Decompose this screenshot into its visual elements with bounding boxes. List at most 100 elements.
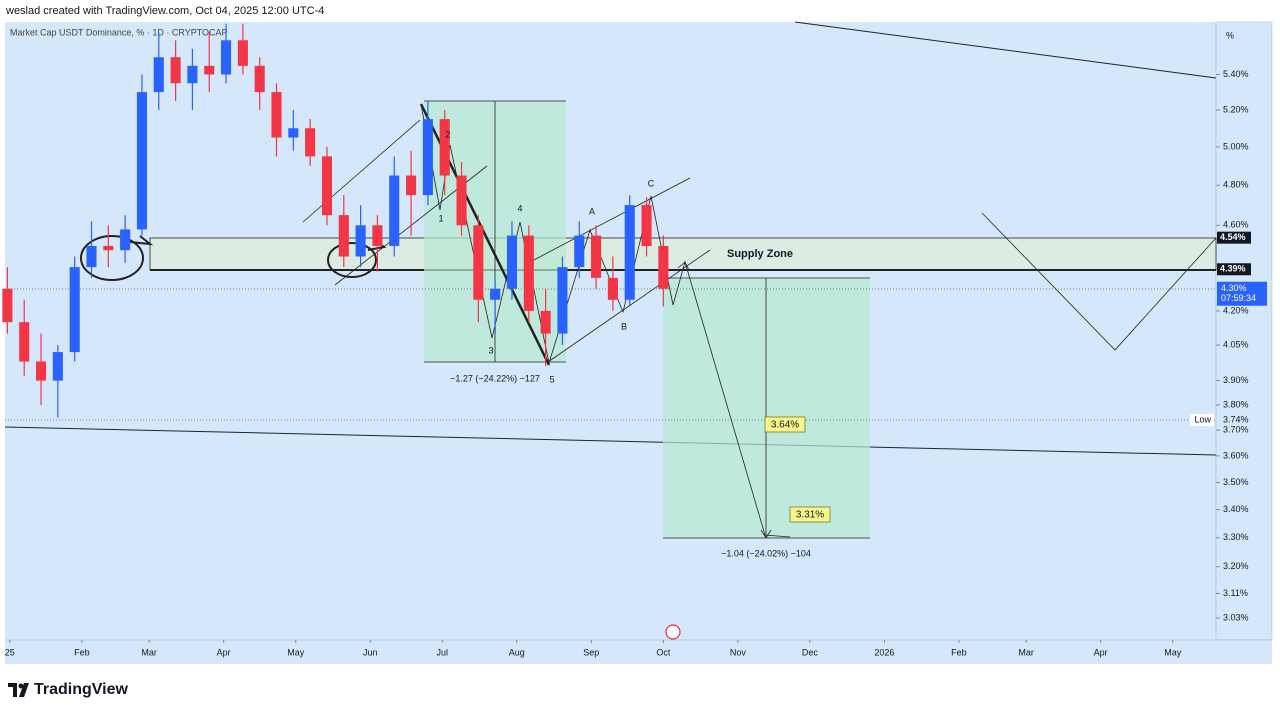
candle-body	[2, 288, 13, 323]
candle-body	[658, 245, 669, 289]
y-tick-label: 3.90%	[1223, 375, 1249, 385]
x-tick-label: Oct	[656, 647, 671, 657]
candle-body	[170, 57, 181, 84]
event-icon[interactable]	[665, 624, 681, 640]
candle-body	[204, 65, 215, 75]
wave-label: B	[621, 321, 627, 331]
candle-body	[607, 277, 618, 300]
circle-mark	[80, 235, 144, 281]
x-tick-label: Feb	[951, 647, 967, 657]
x-tick-label: Sep	[583, 647, 599, 657]
candle-body	[473, 225, 484, 300]
zone-label: Supply Zone	[727, 248, 793, 260]
candle-body	[540, 310, 551, 334]
candle-body	[19, 322, 30, 362]
wave-label: 2	[445, 129, 450, 139]
x-tick-label: Aug	[509, 647, 525, 657]
candle-body	[103, 245, 114, 251]
candles	[2, 23, 669, 418]
arrow-head	[677, 261, 690, 271]
trend-line	[4, 426, 1217, 456]
y-tick-label: 3.50%	[1223, 477, 1249, 487]
candle-body	[490, 288, 501, 300]
logo-mark	[8, 683, 29, 697]
countdown: 07:59:34	[1221, 293, 1256, 303]
y-tick-label: 4.20%	[1223, 305, 1249, 315]
channel-line	[547, 249, 711, 363]
low-name: Low	[1194, 414, 1211, 424]
wave-label: C	[648, 178, 655, 188]
y-tick-label: 4.60%	[1223, 220, 1249, 230]
range-label: −1.04 (−24.02%) −104	[721, 548, 811, 558]
x-tick-label: Apr	[1094, 647, 1108, 657]
trend-line	[794, 21, 1217, 79]
candle-body	[422, 119, 433, 196]
candle-body	[439, 119, 450, 176]
y-tick-label: 3.40%	[1223, 504, 1249, 514]
x-tick-label: Dec	[802, 647, 819, 657]
range-box	[663, 278, 870, 538]
current-price: 4.30%	[1221, 283, 1247, 293]
target-label: 3.64%	[771, 420, 799, 431]
y-tick-label: 5.00%	[1223, 141, 1249, 151]
candle-body	[624, 205, 635, 300]
candle-body	[35, 361, 47, 381]
range-label: −1.27 (−24.22%) −127	[450, 373, 540, 383]
wave-label: A	[589, 206, 595, 216]
y-tick-label: 3.20%	[1223, 561, 1249, 571]
candle-body	[338, 215, 349, 257]
candle-body	[288, 128, 299, 138]
price-label-box	[1217, 231, 1251, 244]
candle-body	[372, 225, 383, 246]
candle-body	[120, 229, 131, 251]
symbol: Market Cap USDT Dominance, % · 1D · CRYP…	[10, 27, 228, 37]
candle-body	[406, 175, 417, 196]
x-tick-label: Mar	[141, 647, 157, 657]
y-tick-label: 3.03%	[1223, 612, 1249, 622]
target-box	[764, 416, 806, 433]
x-tick-label: Jul	[437, 647, 449, 657]
x-tick-label: Mar	[1018, 647, 1034, 657]
candle-body	[591, 235, 602, 278]
y-tick-label: 3.30%	[1223, 532, 1249, 542]
candle-body	[641, 205, 652, 246]
candle-body	[305, 128, 316, 157]
brand: TradingView	[34, 681, 129, 698]
target-label: 3.31%	[796, 510, 824, 521]
candle-body	[557, 267, 568, 334]
candle-body	[254, 65, 265, 93]
brand-logo	[8, 683, 29, 697]
candle-body	[271, 92, 282, 138]
plot-area	[5, 22, 1216, 640]
x-tick-label: Jun	[363, 647, 378, 657]
y-tick-label: 4.80%	[1223, 180, 1249, 190]
price-axis	[1215, 21, 1273, 641]
x-tick-label: 2026	[874, 647, 894, 657]
price-label: 4.54%	[1220, 232, 1246, 242]
wave-label: 3	[488, 345, 493, 355]
arrow-mark	[129, 235, 154, 246]
price-label-box	[1217, 263, 1251, 276]
wave-label: 5	[549, 374, 554, 384]
low-label: 3.74%	[1223, 414, 1249, 424]
circle-mark	[327, 242, 377, 278]
y-tick-label: 3.70%	[1223, 424, 1249, 434]
x-tick-label: Nov	[730, 647, 747, 657]
candle-body	[574, 235, 585, 268]
x-tick-label: Apr	[217, 647, 231, 657]
current-price-box	[1217, 281, 1267, 306]
candle-body	[237, 40, 248, 66]
x-tick-label: May	[287, 647, 305, 657]
channel-line	[529, 177, 691, 263]
candle-body	[506, 235, 518, 289]
unit: %	[1226, 30, 1234, 40]
candle-body	[136, 92, 148, 230]
x-tick-label: Feb	[74, 647, 90, 657]
x-tick-label: 25	[5, 647, 15, 657]
y-tick-label: 3.80%	[1223, 399, 1249, 409]
projection-path	[981, 212, 1217, 351]
y-tick-label: 5.40%	[1223, 69, 1249, 79]
candle-body	[221, 40, 232, 75]
y-tick-label: 4.05%	[1223, 339, 1249, 349]
